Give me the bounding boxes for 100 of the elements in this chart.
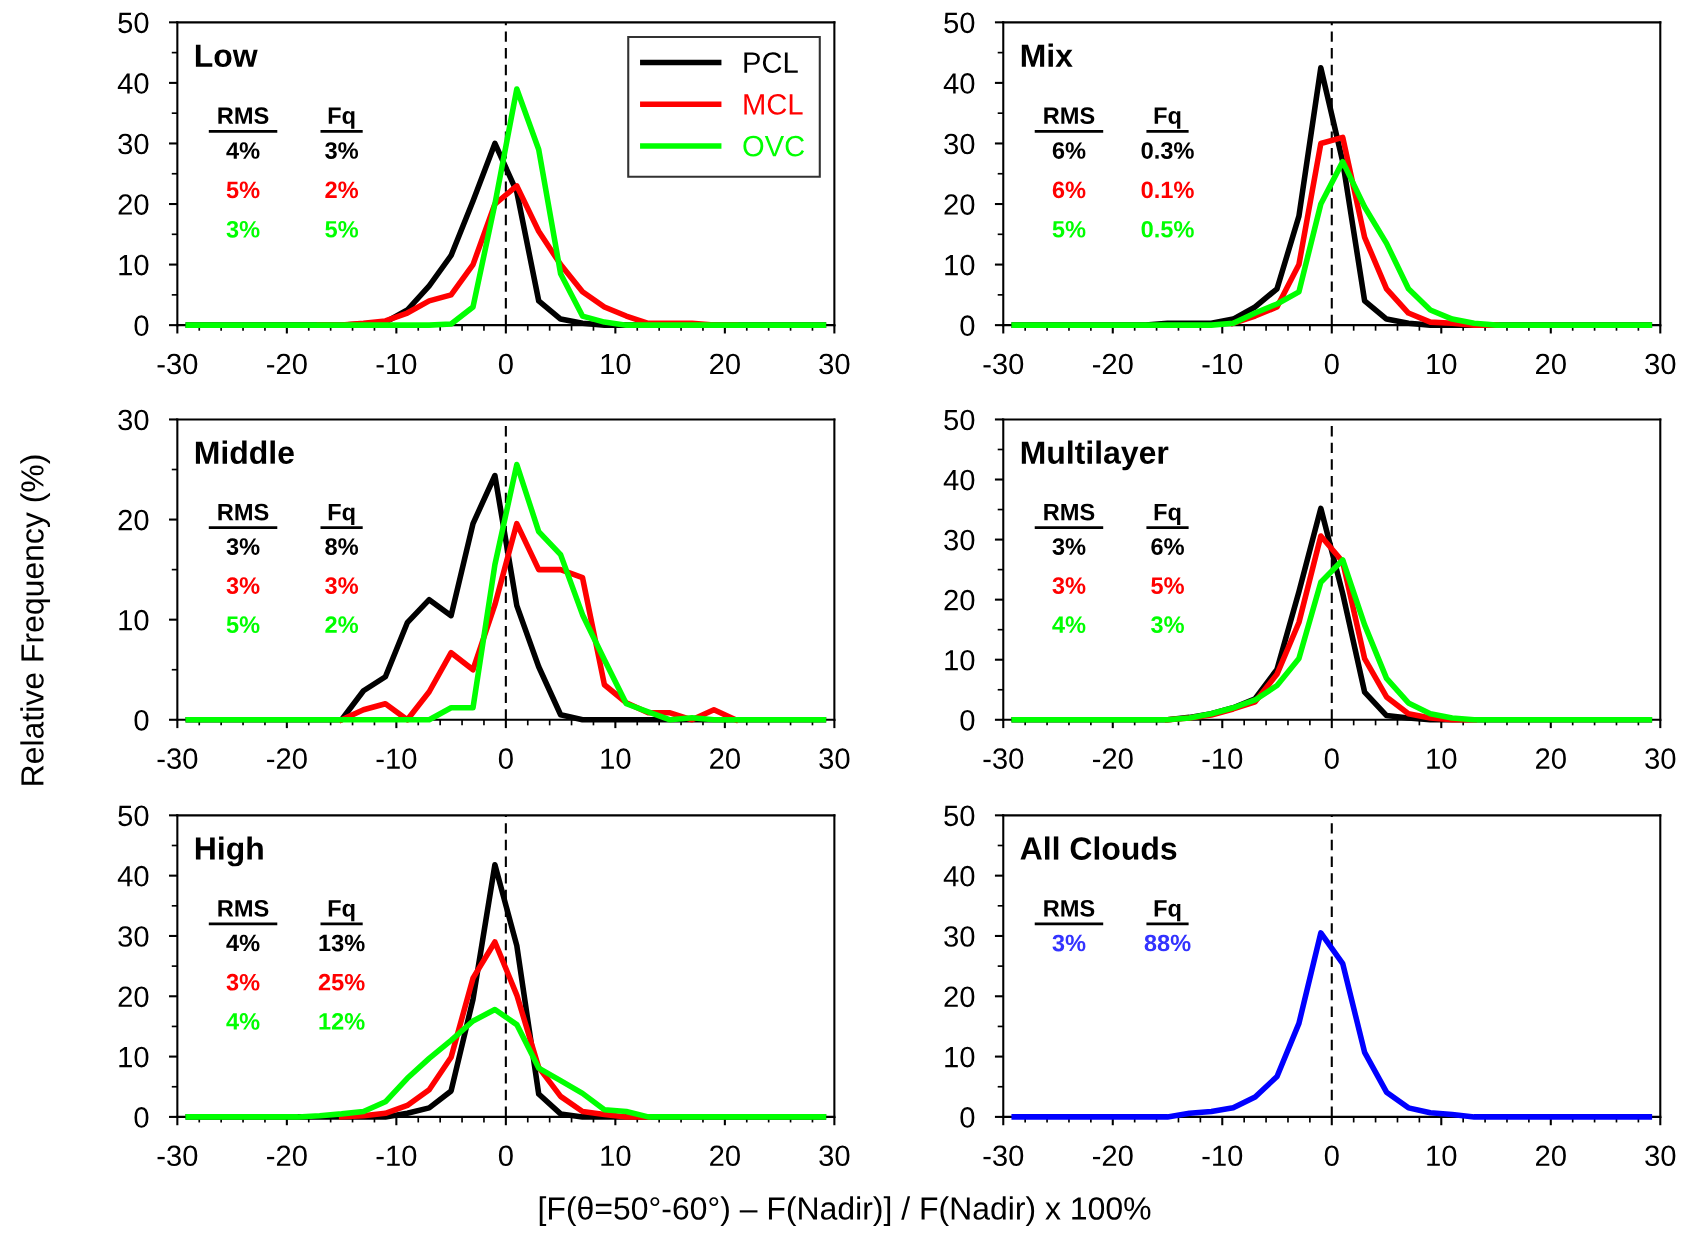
y-tick-label: 30 <box>944 529 975 551</box>
y-tick-label: 50 <box>944 805 975 827</box>
y-tick-label: 20 <box>118 194 149 215</box>
annotation: RMS <box>218 899 269 917</box>
y-tick-label: 10 <box>119 254 149 276</box>
x-tick-label: 0 <box>1324 1145 1339 1167</box>
annotation: RMS <box>218 503 269 521</box>
annotation: 3% <box>1052 538 1086 555</box>
annotation: RMS <box>1044 899 1095 917</box>
y-tick-label: 20 <box>118 509 149 531</box>
x-tick-label: 20 <box>710 1145 740 1167</box>
annotation: 3% <box>325 142 359 159</box>
annotation: RMS <box>1044 503 1095 521</box>
y-tick-label: 40 <box>943 73 975 94</box>
x-tick-label: 10 <box>601 748 631 769</box>
y-tick-label: 50 <box>118 805 149 827</box>
x-tick-label: -10 <box>1202 748 1243 769</box>
annotation: 0.5% <box>1141 220 1194 238</box>
y-tick-label: 40 <box>943 865 975 887</box>
legend-label: PCL <box>744 52 798 73</box>
text: Mix <box>1021 43 1073 67</box>
annotation: 13% <box>319 934 365 952</box>
x-tick-label: 30 <box>1645 1145 1676 1167</box>
text: Low <box>195 44 258 67</box>
annotation: RMS <box>1044 107 1095 125</box>
annotation: 5% <box>226 181 260 199</box>
annotation: 3% <box>226 973 260 991</box>
y-tick-label: 10 <box>119 1046 149 1068</box>
x-tick-label: 10 <box>1427 353 1457 375</box>
text: All Clouds <box>1020 836 1177 860</box>
x-tick-label: -20 <box>267 1145 307 1167</box>
y-tick-label: 30 <box>118 409 149 431</box>
x-tick-label: 20 <box>710 353 740 375</box>
y-tick-label: 30 <box>944 926 975 947</box>
x-tick-label: -20 <box>1092 353 1133 375</box>
annotation: 3% <box>325 577 359 595</box>
x-tick-label: -10 <box>376 748 417 769</box>
x-tick-label: -10 <box>1202 353 1243 375</box>
x-tick-label: 10 <box>1427 748 1457 769</box>
x-tick-label: 0 <box>1324 748 1339 769</box>
x-tick-label: -20 <box>1092 1145 1133 1167</box>
x-tick-label: 10 <box>1427 1145 1457 1167</box>
annotation: 3% <box>1151 616 1184 634</box>
x-tick-label: 0 <box>498 1145 513 1167</box>
annotation: Fq <box>1154 503 1181 526</box>
x-tick-label: -30 <box>157 748 198 769</box>
annotation: 88% <box>1144 934 1191 952</box>
y-axis-title: Relative Frequency (%) <box>20 455 51 785</box>
annotation: 3% <box>1052 577 1086 595</box>
x-tick-label: -30 <box>983 1145 1024 1167</box>
annotation: 8% <box>325 538 359 555</box>
y-tick-label: 20 <box>944 986 975 1008</box>
y-tick-label: 40 <box>943 469 975 491</box>
y-tick-label: 0 <box>134 315 149 336</box>
x-tick-label: 30 <box>1645 748 1676 769</box>
x-tick-label: -30 <box>983 748 1024 769</box>
annotation: 4% <box>226 142 260 159</box>
y-tick-label: 20 <box>944 194 975 215</box>
x-tick-label: -20 <box>1092 748 1133 769</box>
text: Multilayer <box>1021 440 1169 471</box>
y-tick-label: 0 <box>134 1107 149 1128</box>
x-tick-label: -30 <box>157 353 198 375</box>
y-tick-label: 0 <box>960 315 975 336</box>
y-tick-label: 10 <box>945 1046 975 1068</box>
x-tick-label: -30 <box>157 1145 198 1167</box>
text: Middle <box>195 440 294 464</box>
legend-label: MCL <box>744 94 803 115</box>
x-tick-label: 10 <box>601 353 631 375</box>
x-tick-label: -20 <box>267 748 307 769</box>
annotation: 6% <box>1151 538 1184 555</box>
annotation: 3% <box>226 538 260 555</box>
x-tick-label: 0 <box>1324 353 1339 375</box>
annotation: 4% <box>226 1013 260 1030</box>
y-tick-label: 10 <box>945 254 975 276</box>
x-tick-label: -20 <box>267 353 307 375</box>
y-tick-label: 30 <box>118 133 149 155</box>
annotation: 4% <box>226 934 260 952</box>
annotation: 4% <box>1052 616 1086 633</box>
x-tick-label: -10 <box>1202 1145 1243 1167</box>
annotation: 3% <box>226 577 260 595</box>
y-tick-label: 20 <box>944 589 975 611</box>
y-tick-label: 20 <box>118 986 149 1008</box>
x-tick-label: -30 <box>983 353 1024 375</box>
annotation: 12% <box>319 1013 365 1030</box>
annotation: Fq <box>328 900 355 922</box>
annotation: 3% <box>1052 934 1086 952</box>
x-tick-label: 20 <box>710 748 740 769</box>
x-tick-label: 0 <box>498 748 513 769</box>
y-tick-label: 30 <box>118 926 149 947</box>
y-tick-label: 0 <box>134 709 149 731</box>
y-tick-label: 50 <box>944 409 975 431</box>
x-axis-title: [F(θ=50°-60°) – F(Nadir)] / F(Nadir) x 100% <box>539 1196 1151 1227</box>
y-tick-label: 50 <box>944 12 975 34</box>
y-tick-label: 40 <box>117 73 149 94</box>
y-tick-label: 0 <box>960 1107 975 1128</box>
annotation: 6% <box>1052 142 1086 159</box>
annotation: 2% <box>325 181 359 199</box>
annotation: RMS <box>218 107 269 125</box>
y-tick-label: 30 <box>944 133 975 155</box>
annotation: 0.1% <box>1141 181 1194 199</box>
